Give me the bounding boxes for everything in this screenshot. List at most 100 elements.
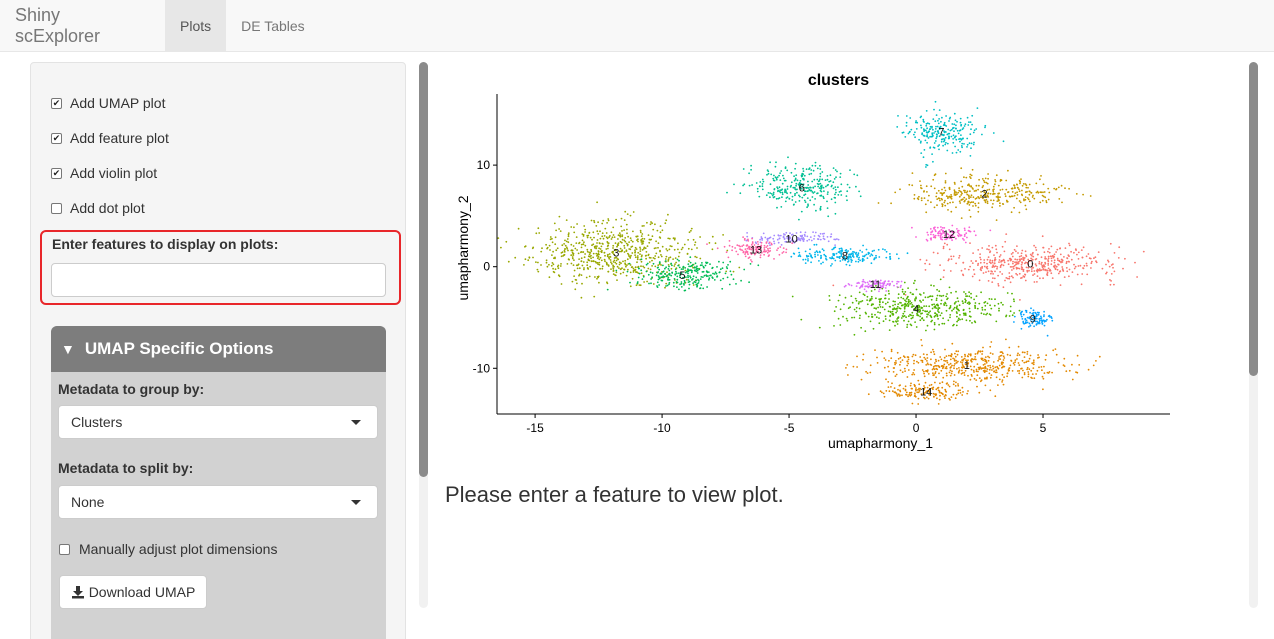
cluster-point <box>911 316 914 319</box>
cluster-point <box>933 187 936 190</box>
add-dot-checkbox[interactable] <box>51 202 62 214</box>
add-dot-checkbox-row[interactable]: Add dot plot <box>51 200 145 216</box>
cluster-point <box>1015 263 1018 266</box>
cluster-point <box>711 276 714 278</box>
cluster-point <box>926 310 929 313</box>
cluster-point <box>688 287 690 290</box>
umap-options-header[interactable]: ▼ UMAP Specific Options <box>51 326 386 372</box>
cluster-point <box>575 264 578 267</box>
cluster-point <box>638 267 640 270</box>
cluster-point <box>1001 373 1004 376</box>
cluster-point <box>937 122 940 125</box>
download-umap-button[interactable]: Download UMAP <box>59 575 207 609</box>
cluster-point <box>966 202 969 205</box>
cluster-point <box>618 232 621 235</box>
cluster-point <box>1035 264 1038 267</box>
cluster-point <box>1015 266 1018 269</box>
group-by-select[interactable]: Clusters <box>58 405 378 439</box>
cluster-point <box>1027 360 1030 363</box>
cluster-point <box>635 284 638 287</box>
cluster-point <box>905 393 907 396</box>
cluster-point <box>617 258 620 261</box>
cluster-point <box>955 138 958 141</box>
cluster-point <box>620 217 623 220</box>
cluster-point <box>953 236 956 238</box>
add-violin-checkbox-row[interactable]: ✔ Add violin plot <box>51 165 157 181</box>
cluster-point <box>826 200 828 203</box>
sidebar-scrollbar[interactable] <box>419 62 428 608</box>
cluster-point <box>801 185 804 187</box>
cluster-point <box>924 139 927 142</box>
cluster-point <box>613 249 616 251</box>
add-violin-checkbox[interactable]: ✔ <box>51 167 62 179</box>
tab-de-tables[interactable]: DE Tables <box>241 17 305 34</box>
main-scrollbar-thumb[interactable] <box>1249 62 1258 376</box>
cluster-point <box>589 252 592 254</box>
cluster-point <box>788 197 791 200</box>
cluster-point <box>965 319 968 322</box>
cluster-point <box>1016 354 1019 357</box>
cluster-point <box>977 351 979 354</box>
cluster-point <box>733 183 735 186</box>
cluster-point <box>685 278 688 281</box>
cluster-point <box>976 307 979 310</box>
cluster-point <box>907 320 910 323</box>
split-by-value: None <box>71 494 105 510</box>
cluster-point <box>963 233 966 236</box>
cluster-point <box>607 247 609 250</box>
cluster-point <box>897 357 900 360</box>
features-input[interactable] <box>51 263 386 297</box>
cluster-point <box>892 304 894 307</box>
adjust-dims-checkbox-row[interactable]: Manually adjust plot dimensions <box>59 541 277 557</box>
cluster-point <box>586 250 589 253</box>
cluster-point <box>954 302 956 304</box>
cluster-14-points <box>867 379 997 405</box>
cluster-point <box>967 200 970 203</box>
cluster-point <box>968 209 971 212</box>
cluster-point <box>972 268 975 271</box>
split-by-select[interactable]: None <box>58 485 378 519</box>
cluster-point <box>719 268 722 271</box>
cluster-point <box>907 315 910 318</box>
cluster-point <box>606 222 608 224</box>
cluster-point <box>617 242 620 245</box>
sidebar-scrollbar-thumb[interactable] <box>419 62 428 477</box>
cluster-point <box>949 270 952 272</box>
cluster-point <box>896 318 898 320</box>
cluster-point <box>762 250 765 253</box>
cluster-point <box>920 124 922 127</box>
cluster-point <box>790 239 793 241</box>
cluster-point <box>1022 258 1025 261</box>
cluster-point <box>538 232 541 234</box>
cluster-point <box>938 109 941 111</box>
cluster-point <box>881 285 884 288</box>
cluster-point <box>915 128 918 130</box>
cluster-point <box>570 243 573 246</box>
tab-plots[interactable]: Plots <box>165 0 227 51</box>
add-umap-checkbox[interactable]: ✔ <box>51 97 62 109</box>
cluster-point <box>767 192 770 194</box>
cluster-point <box>957 360 959 363</box>
cluster-point <box>680 272 683 275</box>
cluster-point <box>1041 375 1044 378</box>
add-feature-checkbox[interactable]: ✔ <box>51 132 62 144</box>
cluster-point <box>636 281 639 283</box>
cluster-point <box>907 298 910 301</box>
add-umap-checkbox-row[interactable]: ✔ Add UMAP plot <box>51 95 165 111</box>
cluster-point <box>672 237 675 240</box>
cluster-point <box>945 394 947 397</box>
main-scrollbar[interactable] <box>1249 62 1258 608</box>
cluster-point <box>873 288 876 291</box>
add-feature-checkbox-row[interactable]: ✔ Add feature plot <box>51 130 169 146</box>
cluster-point <box>913 373 916 376</box>
adjust-dims-checkbox[interactable] <box>59 543 70 555</box>
cluster-point <box>617 238 619 240</box>
cluster-point <box>692 238 695 241</box>
cluster-point <box>1007 259 1009 262</box>
cluster-point <box>903 307 906 310</box>
cluster-point <box>1034 312 1037 315</box>
cluster-point <box>1009 195 1012 198</box>
cluster-point <box>747 238 749 241</box>
cluster-point <box>991 270 993 273</box>
cluster-point <box>949 316 951 319</box>
